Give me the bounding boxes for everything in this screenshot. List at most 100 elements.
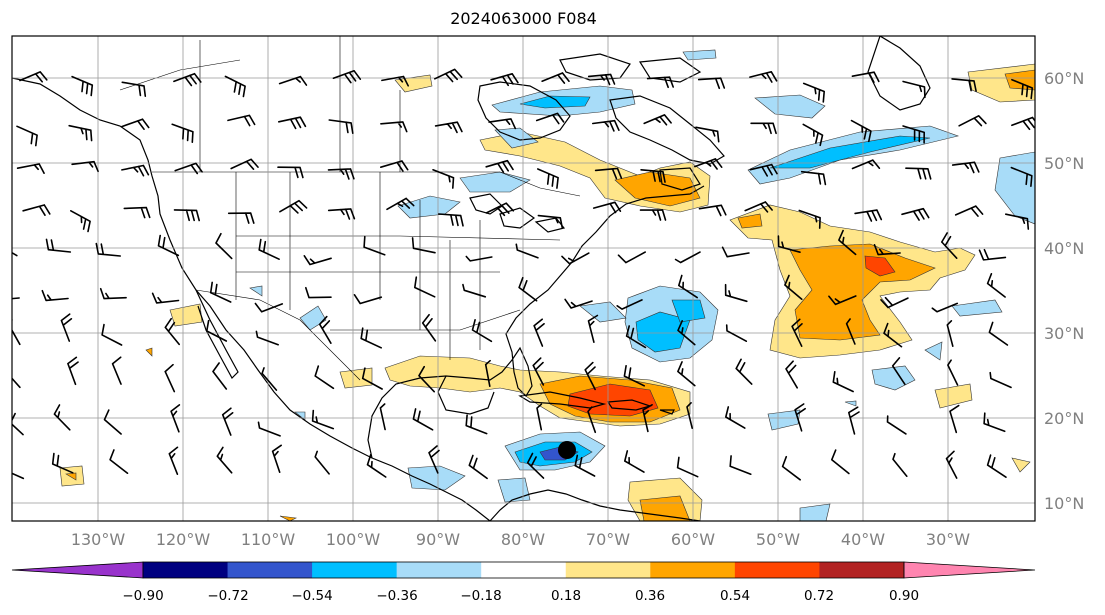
wind-barb (1010, 166, 1033, 187)
wind-barb (831, 449, 850, 475)
wind-barb (471, 319, 493, 343)
wind-barb (227, 212, 255, 224)
wind-barb (725, 406, 746, 429)
wind-barb (99, 287, 127, 300)
colorbar-tick-label: 0.54 (720, 588, 750, 604)
colorbar-outline (142, 561, 905, 579)
wind-barb (624, 450, 645, 473)
colorbar-segment (227, 562, 313, 578)
wind-barb (216, 446, 233, 474)
wind-barb (221, 407, 234, 436)
lon-label: 110°W (241, 530, 296, 549)
wind-barb (674, 251, 701, 264)
wind-barb (532, 357, 545, 386)
colorbar-extend-low (11, 561, 144, 579)
wind-barb (802, 123, 824, 147)
wind-barb (537, 214, 564, 229)
wind-barb (725, 324, 748, 342)
wind-barb (170, 404, 181, 433)
lon-label: 30°W (926, 530, 970, 549)
wind-barb (791, 318, 803, 347)
wind-barb (561, 252, 590, 265)
wind-barb (643, 114, 672, 126)
wind-barb (434, 121, 463, 134)
wind-barb (800, 170, 827, 186)
lon-label: 120°W (156, 530, 211, 549)
wind-barb (958, 115, 987, 127)
wind-barb (328, 119, 354, 134)
wind-barb (109, 449, 129, 474)
wind-barb (941, 232, 958, 259)
wind-barb (438, 213, 464, 227)
wind-barb (777, 235, 801, 253)
wind-barb (488, 118, 517, 130)
wind-barb (70, 210, 91, 233)
wind-barb (592, 201, 622, 214)
wind-barb (988, 321, 1009, 346)
wind-barb (828, 295, 857, 306)
storm-center-marker (558, 441, 576, 459)
wind-barb (151, 292, 180, 304)
wind-barb (271, 444, 282, 473)
wind-barb (490, 73, 519, 87)
wind-barb (639, 209, 667, 221)
wind-barb (327, 208, 356, 220)
wind-barb (931, 302, 959, 313)
wind-barb (698, 204, 727, 217)
wind-barb (883, 322, 903, 348)
wind-barb (785, 360, 798, 389)
colorbar-segment (565, 562, 651, 578)
wind-barb (750, 122, 777, 135)
wind-barb (411, 237, 436, 254)
wind-barb (366, 453, 387, 478)
wind-barb (462, 283, 487, 298)
wind-barb (327, 168, 355, 180)
wind-barb (1011, 116, 1035, 131)
wind-barb (485, 202, 515, 217)
wind-barb (677, 361, 696, 387)
wind-barb (12, 409, 24, 436)
wind-barb (694, 158, 723, 170)
wind-barb (157, 234, 180, 257)
wind-barb (642, 404, 653, 433)
wind-barb (848, 406, 860, 435)
colorbar-tick-label: −0.54 (291, 588, 332, 604)
wind-barb (947, 359, 959, 386)
colorbar-segment (143, 562, 229, 578)
wind-barb (484, 359, 491, 387)
wind-barb (16, 125, 38, 147)
wind-barb (53, 404, 71, 431)
wind-barb (418, 365, 435, 393)
colorbar-tick-label: 0.72 (804, 588, 834, 604)
wind-barb (983, 412, 1006, 433)
wind-barb (891, 357, 906, 385)
wind-barb (587, 73, 616, 86)
wind-barb (277, 166, 304, 179)
wind-barb (592, 119, 620, 132)
wind-barb (677, 320, 696, 346)
wind-barb (951, 78, 977, 92)
wind-barb (318, 315, 332, 344)
wind-barb (381, 75, 409, 87)
wind-barb (794, 403, 806, 432)
wind-barb (255, 330, 279, 346)
wind-barb (784, 274, 803, 300)
wind-barb (1011, 78, 1034, 100)
lat-label: 50°N (1044, 154, 1084, 173)
wind-barb (989, 371, 1012, 389)
wind-barb (121, 164, 150, 177)
wind-barb (880, 296, 909, 309)
wind-barb (617, 251, 646, 264)
wind-barb (305, 286, 332, 299)
wind-barb (536, 403, 543, 431)
wind-barb (230, 158, 259, 170)
wind-barb (67, 356, 79, 386)
wind-barb (68, 124, 93, 142)
wind-barb (892, 452, 908, 477)
wind-barb (12, 472, 25, 480)
colorbar-tick-labels: −0.90 −0.72 −0.54 −0.36 −0.18 0.18 0.36 … (122, 588, 919, 604)
wind-barb (838, 229, 857, 256)
lat-label: 20°N (1044, 409, 1084, 428)
wind-barb (303, 255, 332, 266)
wind-barb (854, 209, 883, 222)
